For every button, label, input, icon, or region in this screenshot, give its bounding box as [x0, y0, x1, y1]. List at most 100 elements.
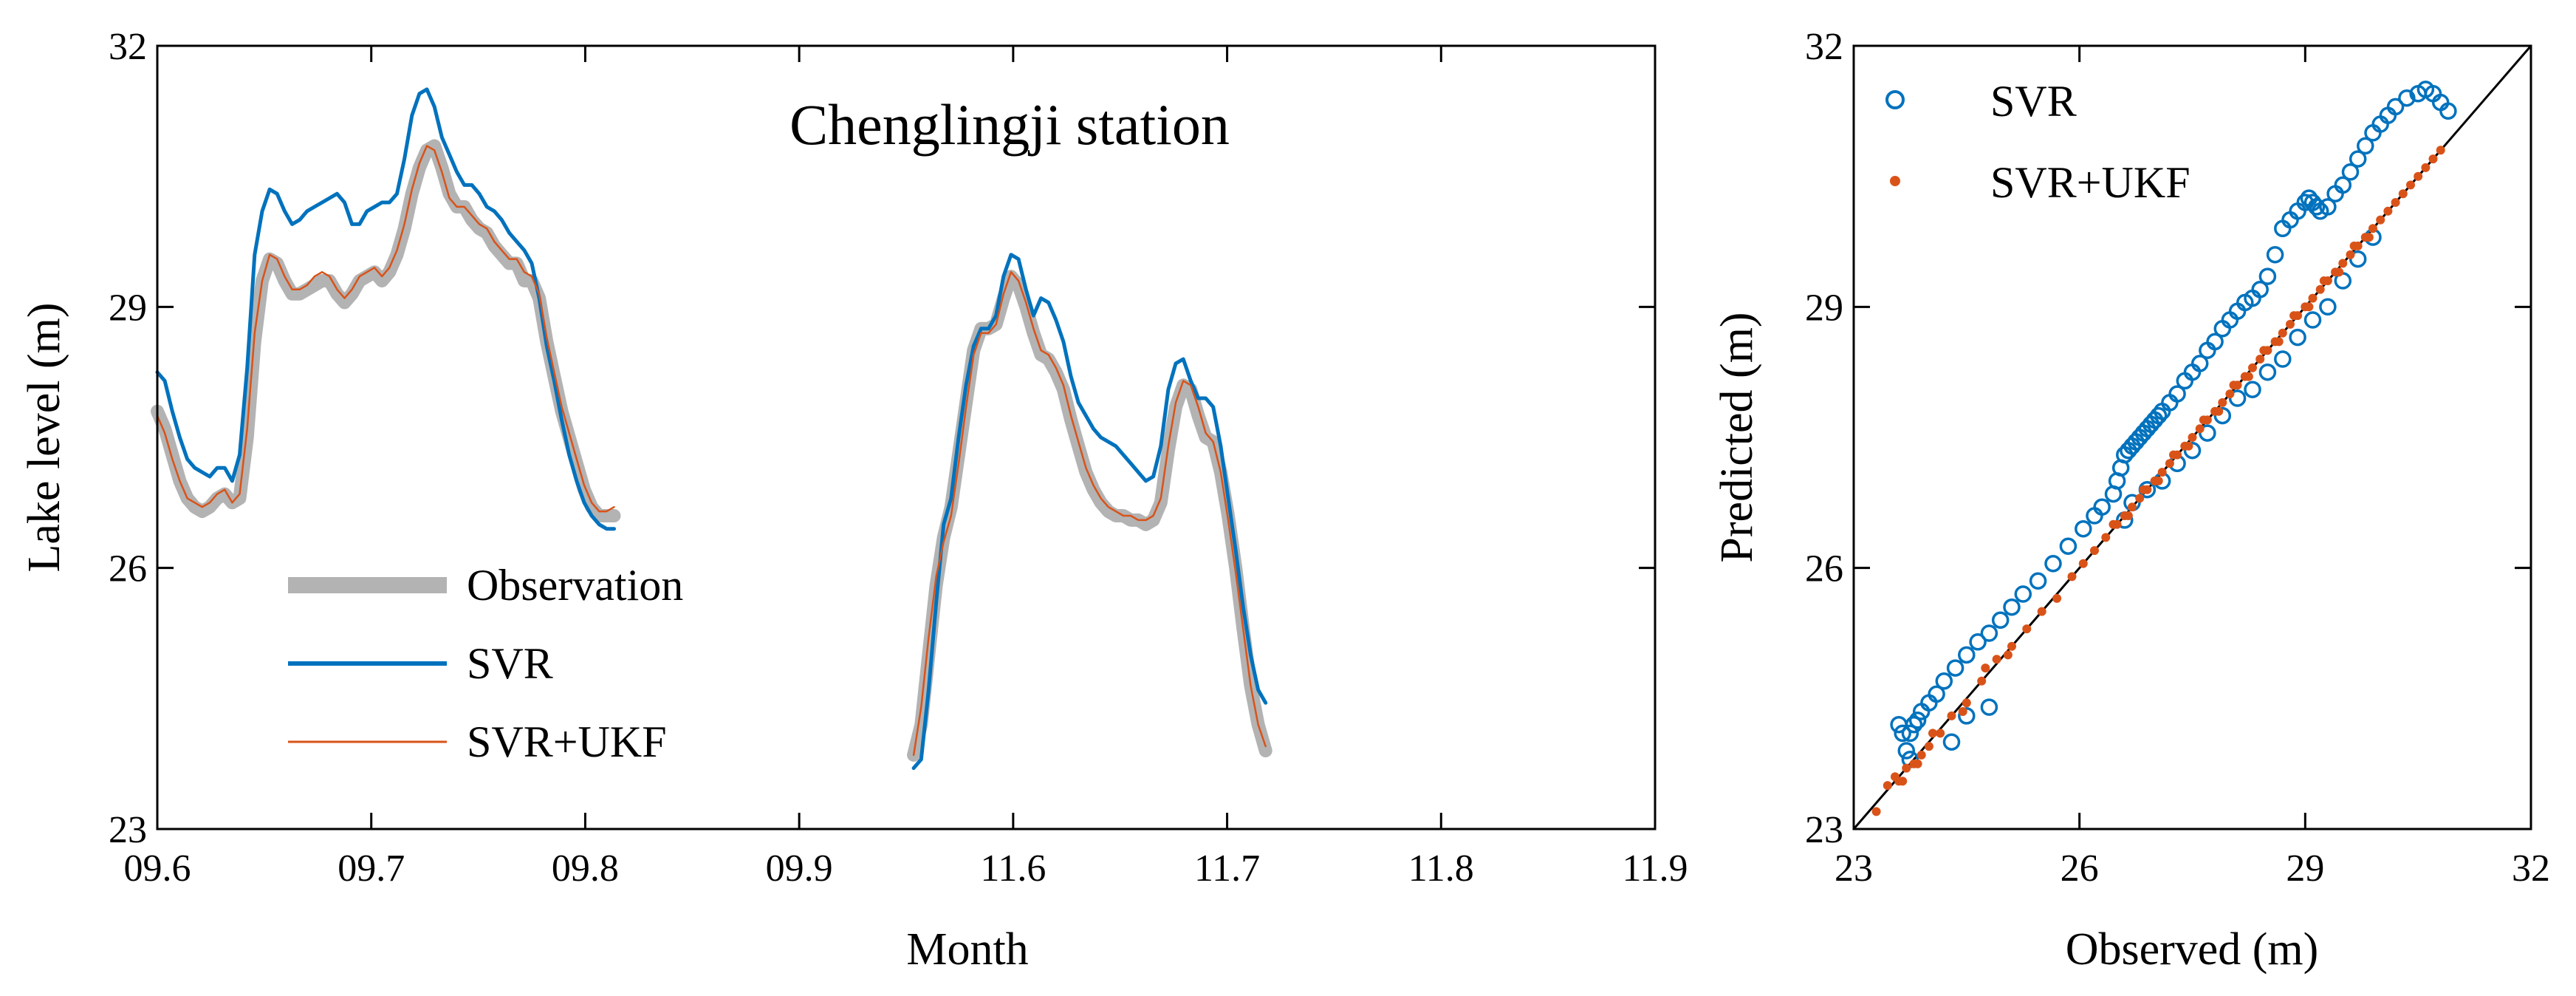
scatter-point-svr — [2014, 585, 2032, 603]
scatter-point-svr-ukf — [2157, 468, 2167, 477]
scatter-point-svr-ukf — [2109, 519, 2118, 529]
scatter-point-svr-ukf — [2319, 276, 2329, 285]
scatter-point-svr — [2274, 350, 2292, 368]
scatter-point-svr — [2398, 89, 2416, 107]
scatter-point-svr — [2386, 98, 2405, 116]
scatter-point-svr-ukf — [2229, 381, 2238, 390]
y-tick-label: 23 — [109, 809, 147, 851]
scatter-point-svr — [2357, 137, 2374, 155]
scatter-point-svr-ukf — [2244, 372, 2253, 381]
y-axis-title: Lake level (m) — [19, 303, 69, 573]
scatter-y-tick-label: 29 — [1805, 287, 1843, 329]
scatter-point-svr — [2206, 332, 2224, 351]
scatter-point-svr-ukf — [1947, 711, 1956, 720]
scatter-point-svr-ukf — [2052, 593, 2062, 603]
scatter-point-svr-ukf — [2169, 450, 2178, 460]
scatter-point-svr-ukf — [2165, 459, 2174, 468]
scatter-point-svr-ukf — [2421, 163, 2431, 172]
scatter-point-svr-ukf — [2003, 650, 2012, 660]
scatter-x-tick-label: 32 — [2512, 847, 2550, 890]
scatter-point-svr — [2439, 102, 2457, 120]
scatter-point-svr-ukf — [1962, 698, 1971, 708]
scatter-point-svr-ukf — [1902, 763, 1911, 773]
scatter-point-svr — [2075, 519, 2092, 538]
scatter-point-svr-ukf — [2338, 259, 2348, 268]
scatter-point-svr — [2319, 198, 2337, 216]
x-tick-label: 11.6 — [980, 847, 1046, 890]
scatter-point-svr-ukf — [2214, 406, 2224, 416]
scatter-point-svr — [2168, 385, 2186, 403]
scatter-legend-marker-svr-ukf — [1890, 176, 1900, 186]
x-tick-label: 11.8 — [1408, 847, 1474, 890]
scatter-point-svr-ukf — [2286, 319, 2295, 329]
scatter-point-svr — [1969, 633, 1987, 651]
scatter-point-svr — [2307, 198, 2326, 216]
scatter-point-svr — [2341, 163, 2360, 181]
scatter-point-svr-ukf — [2436, 146, 2445, 155]
scatter-point-svr-ukf — [2278, 328, 2287, 338]
scatter-point-svr — [1946, 659, 1964, 677]
scatter-point-svr — [2044, 555, 2062, 573]
scatter-point-svr — [2149, 406, 2168, 425]
scatter-point-svr-ukf — [2376, 215, 2385, 225]
legend-label-svr: SVR — [467, 639, 553, 688]
scatter-x-tick-label: 26 — [2061, 847, 2099, 890]
scatter-point-svr — [2334, 176, 2352, 194]
scatter-point-svr-ukf — [2199, 415, 2208, 425]
scatter-point-svr-ukf — [2007, 641, 2016, 651]
scatter-points — [1871, 81, 2457, 816]
scatter-point-svr-ukf — [2188, 433, 2197, 442]
x-tick-label: 09.6 — [124, 847, 191, 890]
scatter-point-svr — [1894, 724, 1911, 743]
scatter-y-axis-title: Predicted (m) — [1712, 312, 1762, 562]
scatter-point-svr-ukf — [1992, 655, 2001, 664]
scatter-point-svr — [2266, 245, 2284, 264]
scatter-point-svr — [1935, 672, 1953, 690]
scatter-point-svr-ukf — [2195, 424, 2205, 434]
scatter-point-svr-ukf — [2364, 233, 2374, 242]
scatter-point-svr — [2244, 381, 2261, 398]
scatter-point-svr-ukf — [2315, 284, 2325, 294]
x-tick-label: 11.7 — [1194, 847, 1260, 890]
scatter-point-svr — [1928, 685, 1945, 703]
scatter-point-svr — [2289, 328, 2306, 347]
scatter-point-svr-ukf — [2139, 485, 2148, 494]
scatter-point-svr — [1897, 742, 1916, 760]
scatter-point-svr-ukf — [1936, 729, 1945, 738]
scatter-point-svr-ukf — [1924, 742, 1933, 751]
legend: Observation SVR SVR+UKF — [288, 561, 683, 766]
scatter-legend: SVR SVR+UKF — [1885, 77, 2190, 207]
scatter-point-svr — [1901, 724, 1919, 743]
scatter-point-svr-ukf — [1977, 676, 1987, 686]
y-tick-label: 32 — [109, 26, 147, 68]
scatter-point-svr-ukf — [1871, 807, 1881, 816]
legend-label-svr-ukf: SVR+UKF — [467, 717, 667, 766]
scatter-y-tick-label: 26 — [1805, 548, 1843, 590]
scatter-point-svr — [2349, 150, 2367, 168]
scatter-point-svr-ukf — [2428, 154, 2438, 164]
chart-title: Chenglingji station — [789, 92, 1230, 157]
scatter-point-svr — [1942, 733, 1961, 751]
scatter-point-svr — [2251, 281, 2269, 299]
scatter-point-svr-ukf — [2225, 389, 2235, 399]
scatter-point-svr-ukf — [2349, 241, 2359, 250]
scatter-point-svr — [1908, 712, 1927, 729]
scatter-point-svr-ukf — [2067, 572, 2077, 581]
scatter-point-svr-ukf — [2184, 441, 2193, 451]
series-line-svr-ukf-segment-1 — [156, 145, 615, 513]
scatter-point-svr-ukf — [2304, 302, 2314, 312]
scatter-y-tick-label: 32 — [1805, 26, 1843, 68]
scatter-x-tick-label: 29 — [2286, 847, 2324, 890]
x-tick-label: 09.7 — [338, 847, 405, 890]
scatter-point-svr — [2319, 298, 2337, 316]
scatter-point-svr-ukf — [1883, 781, 1892, 791]
scatter-point-svr-ukf — [2154, 476, 2163, 485]
scatter-point-svr — [1980, 698, 1998, 716]
scatter-point-svr — [2059, 537, 2077, 555]
legend-label-observation: Observation — [467, 561, 683, 610]
scatter-point-svr-ukf — [1898, 777, 1908, 786]
scatter-point-svr — [1980, 624, 1998, 642]
scatter-point-svr-ukf — [2123, 511, 2133, 520]
